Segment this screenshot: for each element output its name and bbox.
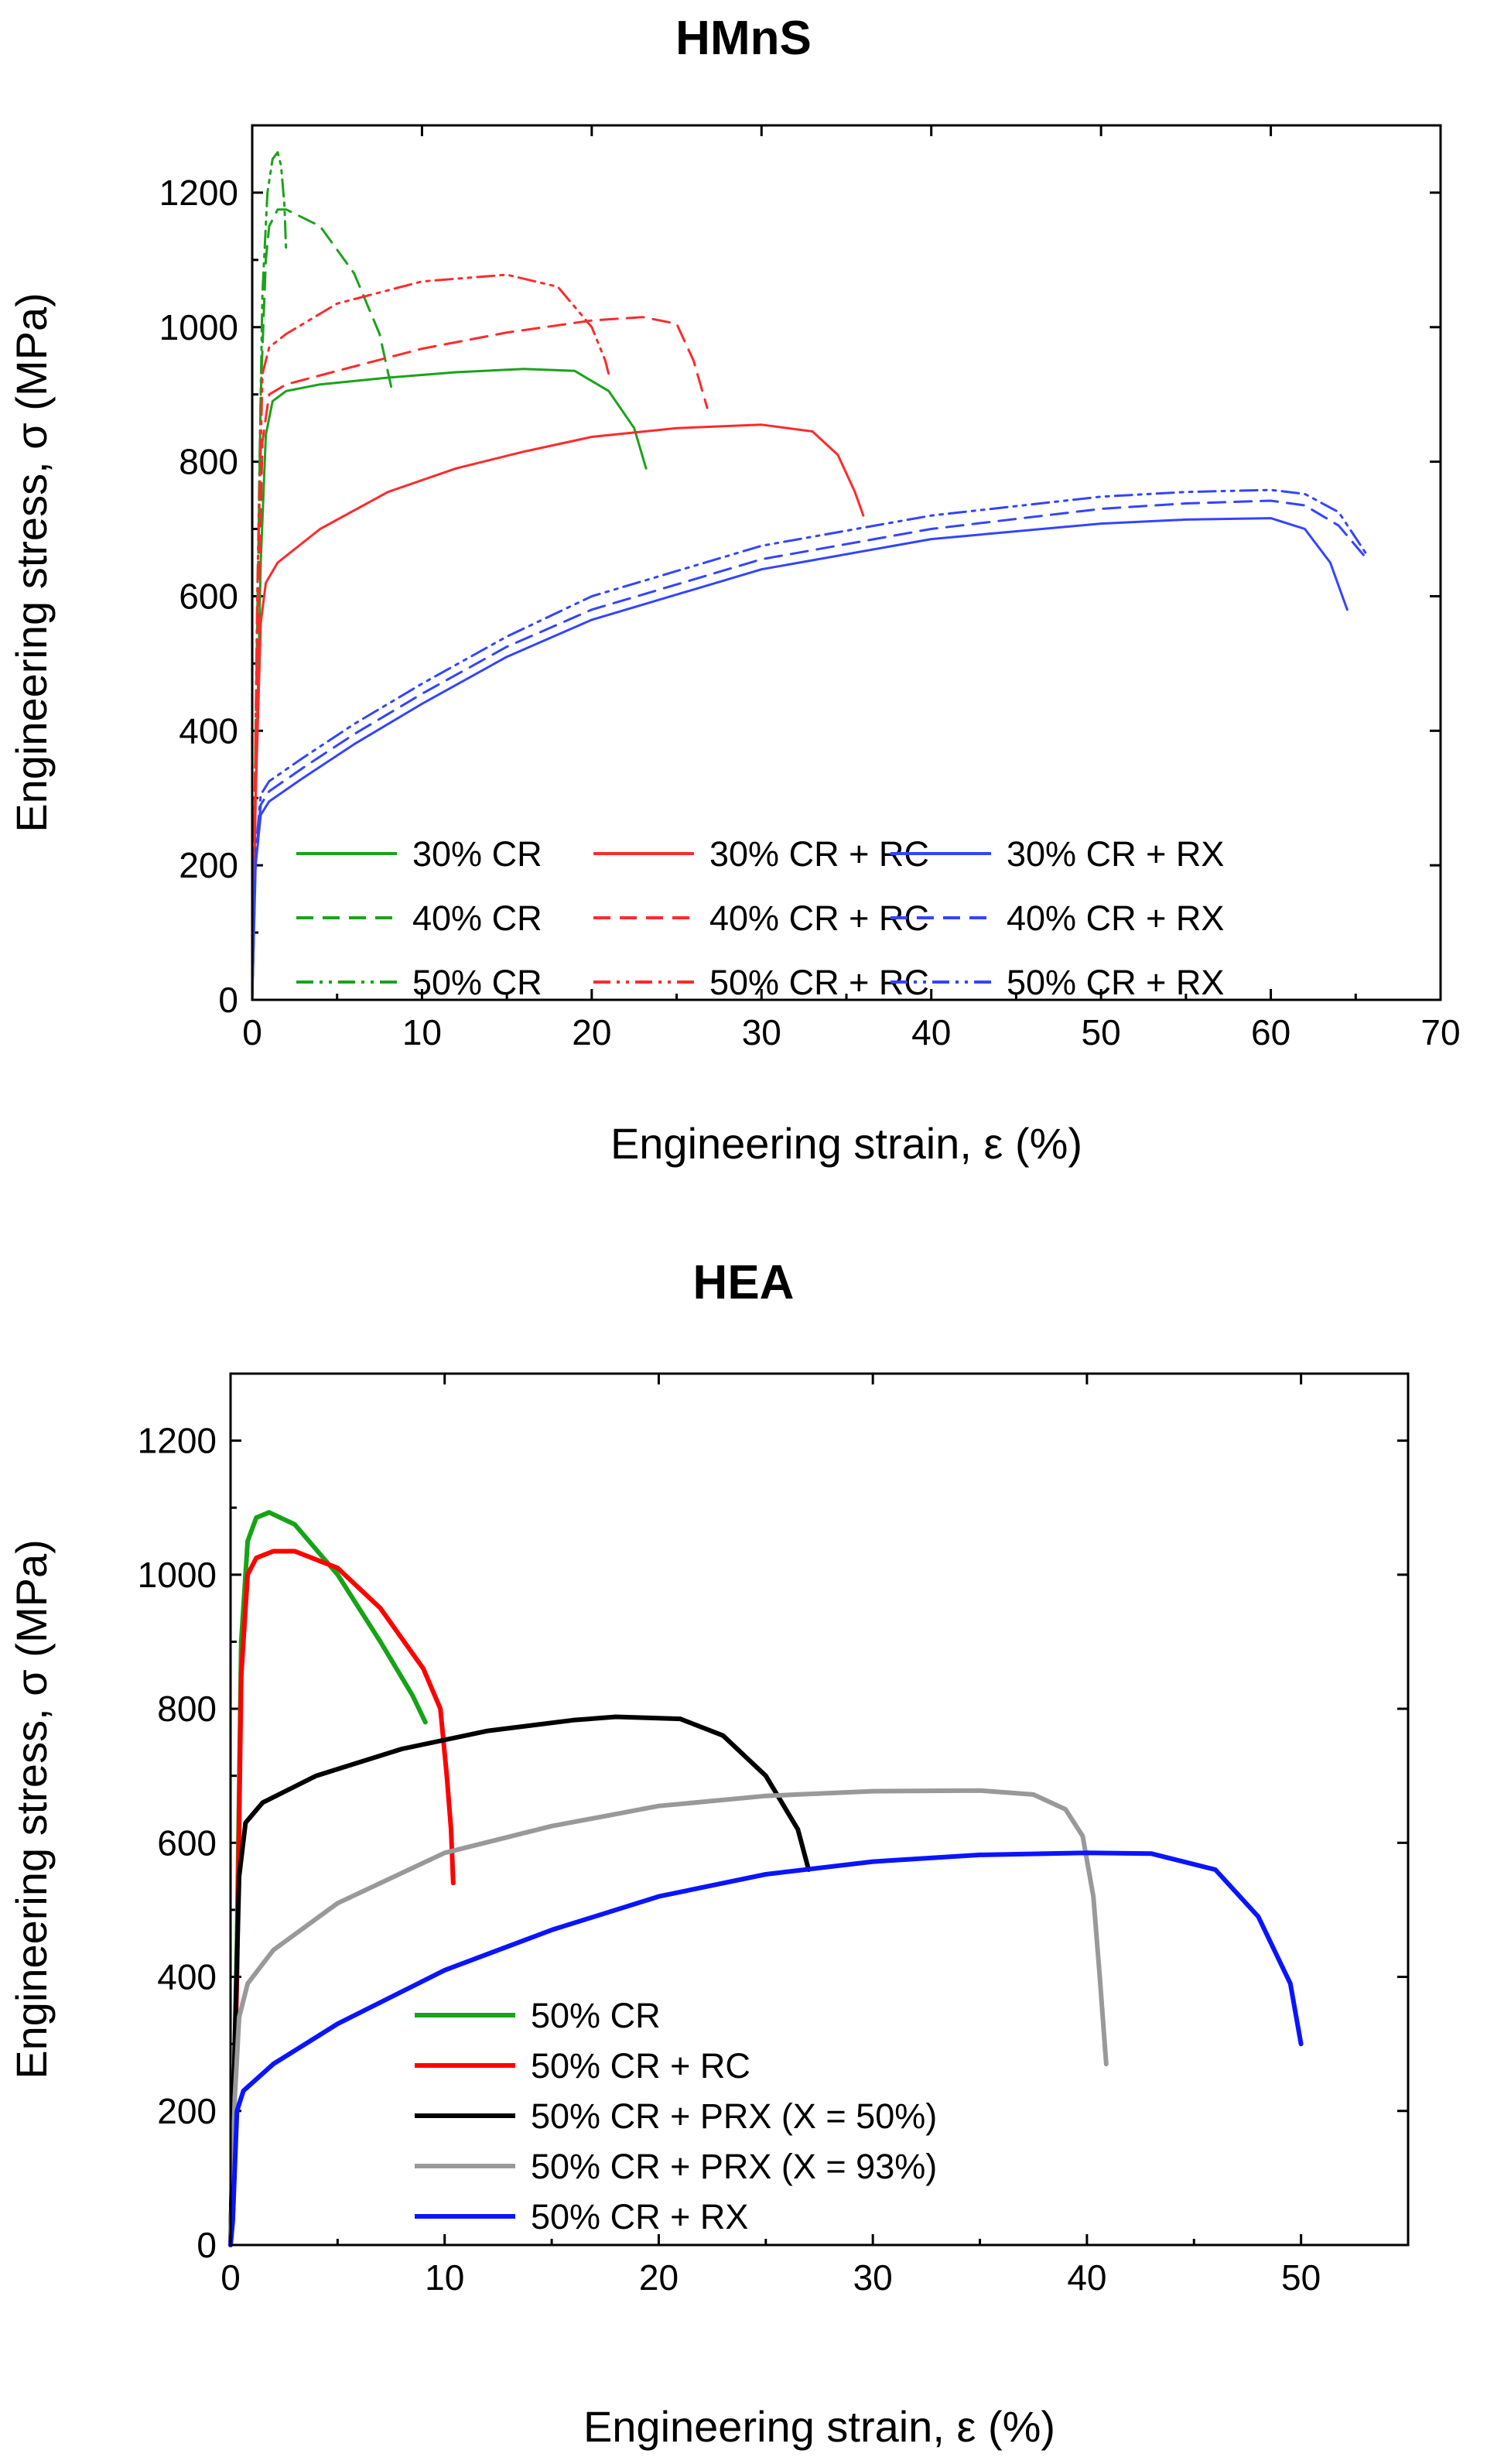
chart2-y-tick-label: 800 bbox=[157, 1689, 217, 1729]
chart2-legend-label-5: 50% CR + RX bbox=[531, 2197, 748, 2236]
chart1-series-line-5 bbox=[251, 316, 709, 1001]
chart2-series-line-2 bbox=[228, 1549, 456, 2247]
chart2-x-tick-label: 10 bbox=[425, 2257, 464, 2298]
chart1-series-line-8 bbox=[251, 499, 1366, 1001]
chart2-y-tick-label: 200 bbox=[157, 2091, 217, 2131]
chart1-x-tick-label: 70 bbox=[1420, 1012, 1460, 1052]
chart2-series-line-4 bbox=[228, 1788, 1109, 2247]
chart2-y-tick-label: 0 bbox=[197, 2225, 217, 2265]
chart1-plot-frame bbox=[251, 124, 1442, 1001]
chart2-x-tick-label: 0 bbox=[220, 2257, 241, 2298]
chart1-title: HMnS bbox=[675, 12, 812, 65]
chart1-y-tick-label: 1200 bbox=[159, 173, 238, 213]
chart1-legend-label-7: 30% CR + RX bbox=[1007, 834, 1224, 874]
chart1-x-tick-label: 40 bbox=[911, 1012, 951, 1052]
chart2-x-tick-label: 20 bbox=[639, 2257, 679, 2298]
chart2-series-line-1 bbox=[228, 1510, 428, 2247]
chart2-x-tick-label: 30 bbox=[853, 2257, 893, 2298]
chart1-legend-label-1: 30% CR bbox=[412, 834, 542, 874]
chart2-x-axis-label: Engineering strain, ε (%) bbox=[583, 2402, 1055, 2451]
chart2-y-axis-label: Engineering stress, σ (MPa) bbox=[7, 1539, 56, 2079]
chart1-x-axis-label: Engineering strain, ε (%) bbox=[610, 1119, 1082, 1168]
chart2-legend-label-3: 50% CR + PRX (X = 50%) bbox=[531, 2096, 937, 2136]
chart1-x-tick-label: 0 bbox=[242, 1012, 262, 1052]
chart1-y-tick-label: 400 bbox=[179, 710, 238, 751]
chart2-plot-frame bbox=[229, 1372, 1410, 2247]
chart2-x-tick-label: 40 bbox=[1067, 2257, 1106, 2298]
chart2-y-tick-label: 600 bbox=[157, 1822, 217, 1863]
chart1-y-tick-label: 1000 bbox=[159, 307, 238, 347]
chart1-y-axis-label: Engineering stress, σ (MPa) bbox=[7, 293, 56, 832]
chart2-legend-label-4: 50% CR + PRX (X = 93%) bbox=[531, 2147, 937, 2186]
chart1-y-tick-label: 0 bbox=[218, 980, 238, 1020]
chart1-x-tick-label: 10 bbox=[402, 1012, 442, 1052]
chart1-legend-label-2: 40% CR bbox=[412, 898, 542, 938]
chart2-title: HEA bbox=[692, 1256, 795, 1309]
chart1-x-tick-label: 60 bbox=[1251, 1012, 1290, 1052]
chart1-series-line-4 bbox=[251, 423, 865, 1001]
chart2-y-tick-label: 400 bbox=[157, 1957, 217, 1997]
chart1-svg: 0 10 20 30 40 50 60 70 0 200 400 600 800 1000 1200 Engi… bbox=[7, 124, 1461, 1168]
chart2-x-tick-label: 50 bbox=[1281, 2257, 1321, 2298]
chart1-series-line-1 bbox=[251, 368, 648, 1001]
chart2-series-line-5 bbox=[228, 1850, 1304, 2247]
chart2-svg: 0 10 20 30 40 50 0 200 400 600 800 1000 1200 Engineer… bbox=[7, 1372, 1410, 2451]
chart2-y-tick-label: 1200 bbox=[138, 1421, 217, 1461]
chart1-series-line-6 bbox=[251, 273, 610, 1001]
chart1-y-tick-label: 800 bbox=[179, 442, 238, 482]
chart1-series-line-2 bbox=[251, 208, 393, 1001]
chart1-legend-label-8: 40% CR + RX bbox=[1007, 898, 1224, 938]
chart1-x-tick-label: 50 bbox=[1082, 1012, 1121, 1052]
chart1-x-tick-label: 30 bbox=[742, 1012, 781, 1052]
chart2-legend-label-2: 50% CR + RC bbox=[531, 2046, 750, 2086]
chart2-series-line-3 bbox=[228, 1714, 812, 2247]
chart2-legend-label-1: 50% CR bbox=[531, 1996, 661, 2035]
chart1-y-tick-label: 200 bbox=[179, 845, 238, 885]
chart2-y-tick-label: 1000 bbox=[138, 1555, 217, 1595]
chart1-y-tick-label: 600 bbox=[179, 576, 238, 616]
chart1-x-tick-label: 20 bbox=[572, 1012, 611, 1052]
chart1-legend-label-9: 50% CR + RX bbox=[1007, 963, 1224, 1002]
chart1-series-line-7 bbox=[251, 517, 1349, 1001]
chart1-legend-label-3: 50% CR bbox=[412, 963, 542, 1002]
chart1-series-line-9 bbox=[251, 488, 1369, 1001]
